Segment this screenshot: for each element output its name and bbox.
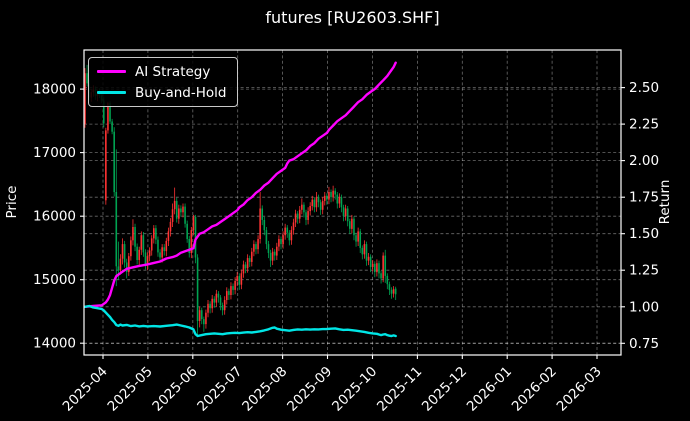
svg-text:0.75: 0.75 — [629, 336, 659, 352]
legend-item-ai-strategy: AI Strategy — [97, 63, 226, 80]
svg-text:1.50: 1.50 — [629, 226, 659, 242]
price-axis-label: Price — [4, 185, 20, 219]
svg-text:1.75: 1.75 — [629, 190, 659, 206]
svg-text:18000: 18000 — [33, 82, 76, 98]
svg-text:2.50: 2.50 — [629, 80, 659, 96]
legend: AI Strategy Buy-and-Hold — [88, 57, 239, 107]
ai-strategy-line-swatch — [97, 69, 126, 74]
svg-text:1.25: 1.25 — [629, 263, 659, 279]
svg-text:2.25: 2.25 — [629, 117, 659, 133]
svg-text:1.00: 1.00 — [629, 299, 659, 315]
return-axis-label: Return — [657, 179, 673, 225]
svg-text:16000: 16000 — [33, 209, 76, 225]
chart-title: futures [RU2603.SHF] — [265, 8, 440, 27]
buy-and-hold-line-swatch — [97, 90, 126, 95]
svg-text:17000: 17000 — [33, 145, 76, 161]
legend-label-buy-and-hold: Buy-and-Hold — [135, 84, 227, 101]
svg-text:14000: 14000 — [33, 336, 76, 352]
svg-text:2.00: 2.00 — [629, 153, 659, 169]
legend-label-ai-strategy: AI Strategy — [135, 63, 211, 80]
legend-item-buy-and-hold: Buy-and-Hold — [97, 84, 226, 101]
svg-text:15000: 15000 — [33, 272, 76, 288]
